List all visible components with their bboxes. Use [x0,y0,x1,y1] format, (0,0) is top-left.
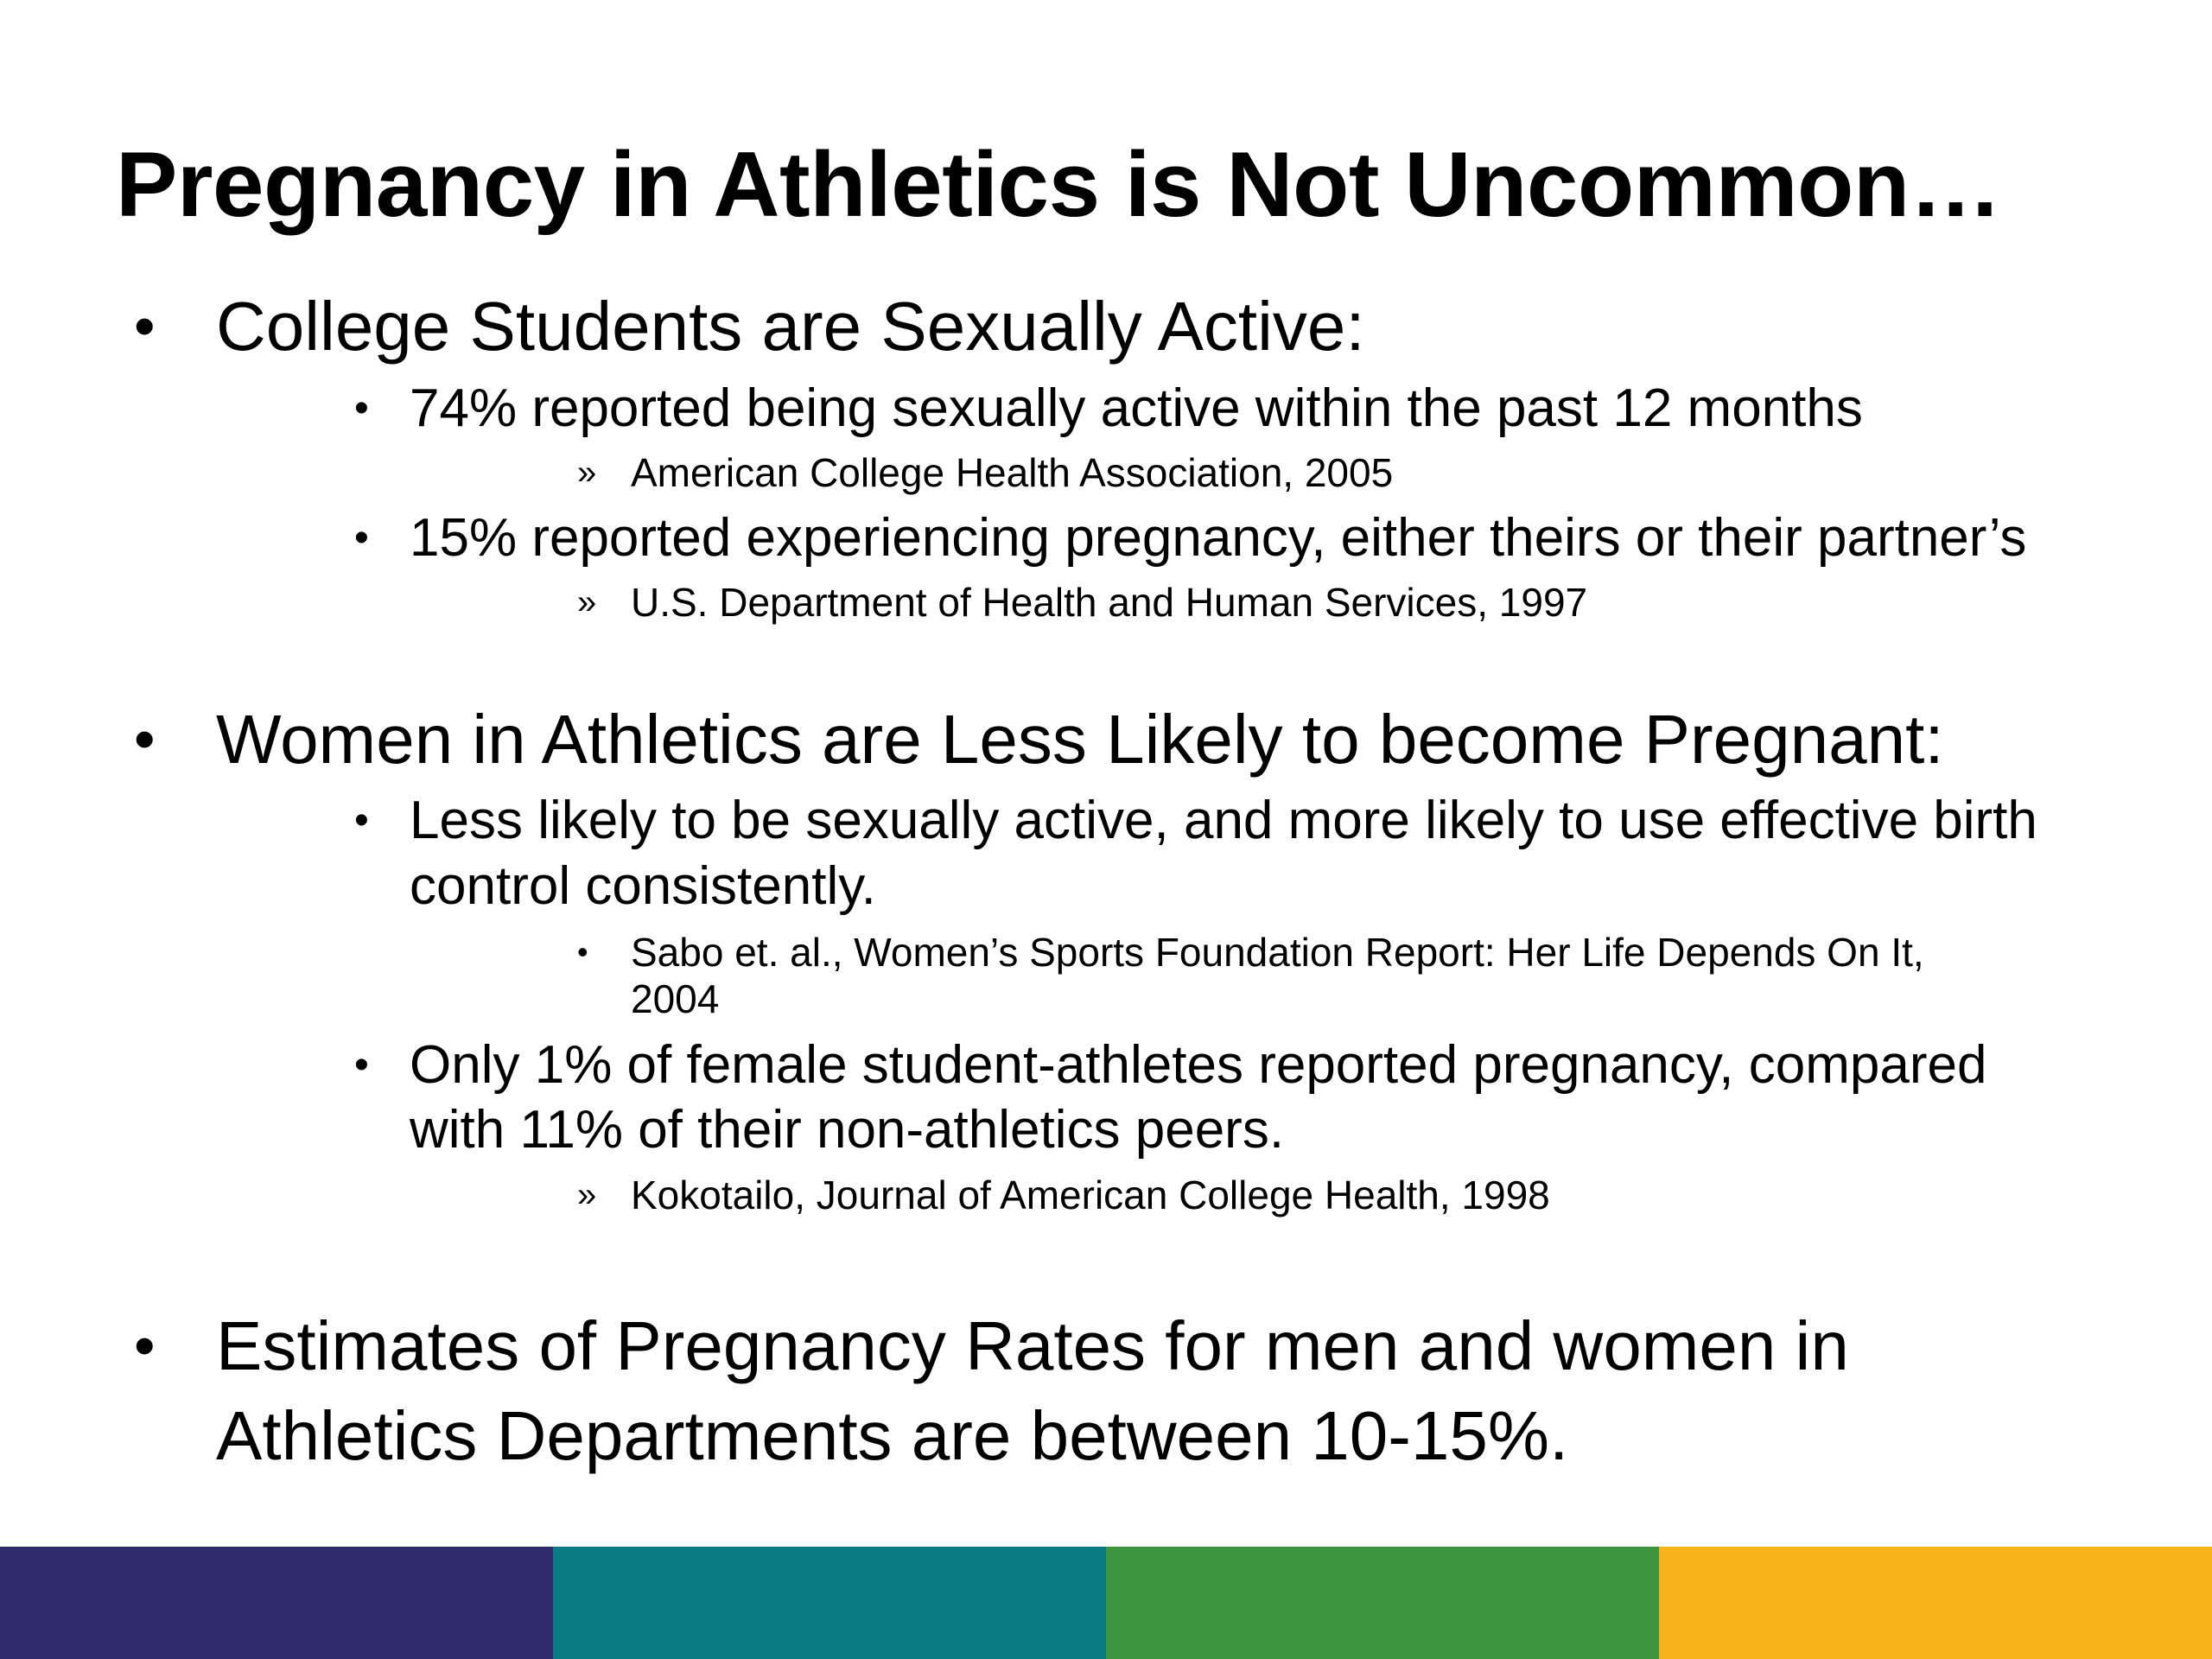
raquo-icon: » [577,454,597,492]
section3-line1: Estimates of Pregnancy Rates for men and… [216,1307,1849,1384]
section2-heading: Women in Athletics are Less Likely to be… [216,701,1944,778]
section2-item1-source-line1: Sabo et. al., Women’s Sports Foundation … [631,930,1924,975]
bullet-icon: • [354,1042,369,1088]
section1-item2-text: 15% reported experiencing pregnancy, eit… [410,508,2027,568]
footer-segment-navy [0,1547,553,1659]
footer-color-bar [0,1547,2212,1659]
bullet-icon: • [577,934,588,969]
bullet-icon: • [134,292,156,359]
raquo-icon: » [577,1176,597,1214]
raquo-icon: » [577,583,597,621]
section1-item1-text: 74% reported being sexually active withi… [410,378,1863,438]
footer-segment-green [1106,1547,1659,1659]
bullet-icon: • [134,1312,156,1379]
section1-item2-source: U.S. Department of Health and Human Serv… [631,580,1588,625]
bullet-icon: • [354,515,369,561]
section2-item2-line2: with 11% of their non-athletics peers. [410,1100,1285,1160]
section2-item2-source: Kokotailo, Journal of American College H… [631,1173,1550,1217]
bullet-icon: • [354,798,369,843]
section2-item1-line1: Less likely to be sexually active, and m… [410,791,2037,850]
section3-line2: Athletics Departments are between 10-15%… [216,1397,1569,1474]
section2-item1-line2: control consistently. [410,856,876,916]
section1-item1-source: American College Health Association, 200… [631,450,1394,495]
bullet-icon: • [354,385,369,431]
slide-title: Pregnancy in Athletics is Not Uncommon… [116,132,2002,236]
section2-item2-line1: Only 1% of female student-athletes repor… [410,1035,1987,1095]
section2-item1-source-line2: 2004 [631,976,720,1021]
section1-heading: College Students are Sexually Active: [216,288,1365,365]
footer-segment-gold [1659,1547,2212,1659]
footer-segment-teal [553,1547,1106,1659]
bullet-icon: • [134,705,156,772]
